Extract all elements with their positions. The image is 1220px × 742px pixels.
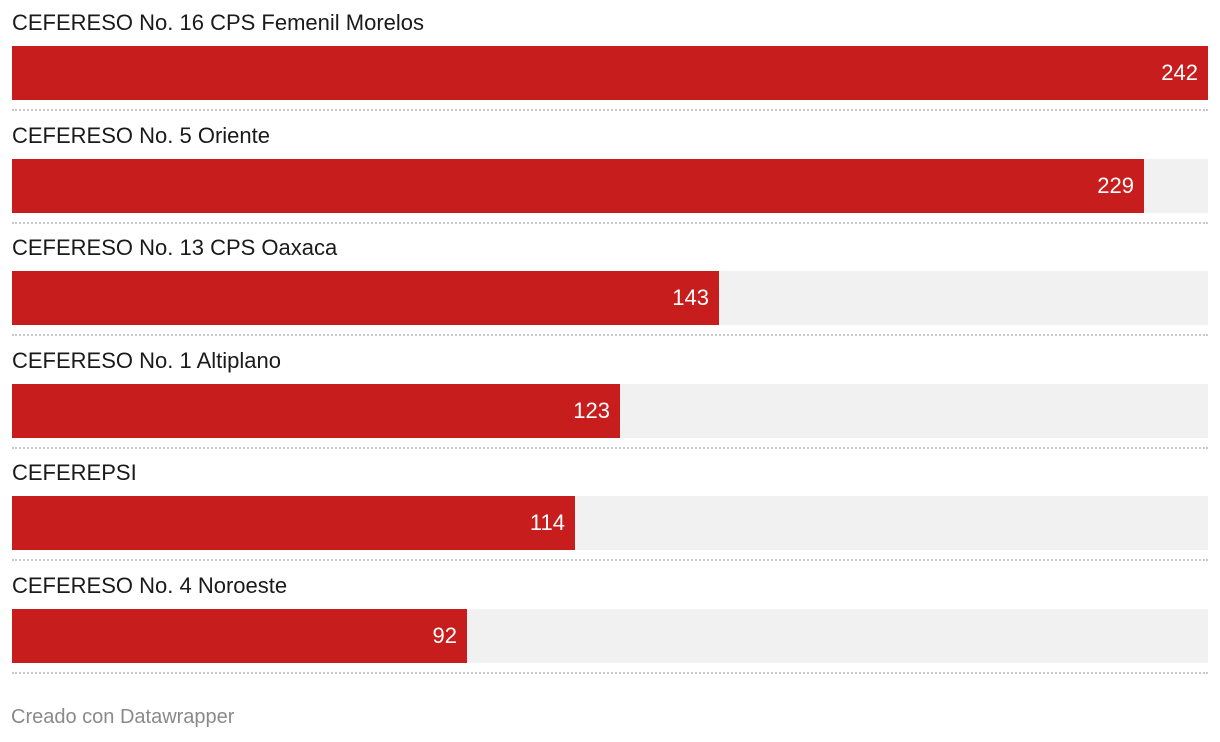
bar: 242 <box>12 46 1208 100</box>
bar-track: 114 <box>12 496 1208 550</box>
row-divider <box>12 559 1208 561</box>
bar-row: CEFERESO No. 1 Altiplano 123 <box>12 338 1208 451</box>
row-divider <box>12 447 1208 449</box>
category-label: CEFERESO No. 1 Altiplano <box>12 348 282 373</box>
bar: 92 <box>12 609 467 663</box>
bar-value-label: 242 <box>1161 60 1198 85</box>
bar: 143 <box>12 271 719 325</box>
bar-row: CEFEREPSI 114 <box>12 450 1208 563</box>
category-label: CEFERESO No. 5 Oriente <box>12 123 270 148</box>
bar-track: 229 <box>12 159 1208 213</box>
bar: 114 <box>12 496 575 550</box>
bar-row: CEFERESO No. 5 Oriente 229 <box>12 113 1208 226</box>
bar-value-label: 229 <box>1097 173 1134 198</box>
row-divider <box>12 109 1208 111</box>
row-divider <box>12 334 1208 336</box>
bar-track: 123 <box>12 384 1208 438</box>
bar-row: CEFERESO No. 16 CPS Femenil Morelos 242 <box>12 0 1208 113</box>
bar-value-label: 114 <box>529 510 565 535</box>
category-label: CEFERESO No. 16 CPS Femenil Morelos <box>12 10 425 35</box>
bar-chart: CEFERESO No. 16 CPS Femenil Morelos 242 CE… <box>12 0 1208 676</box>
bar-track: 143 <box>12 271 1208 325</box>
bar-value-label: 143 <box>672 285 709 310</box>
bar: 123 <box>12 384 620 438</box>
bar-row: CEFERESO No. 4 Noroeste 92 <box>12 563 1208 676</box>
bar-track: 92 <box>12 609 1208 663</box>
category-label: CEFERESO No. 13 CPS Oaxaca <box>12 235 338 260</box>
bar: 229 <box>12 159 1144 213</box>
bar-value-label: 92 <box>432 623 457 648</box>
credit-text: Creado con Datawrapper <box>11 706 235 728</box>
bar-value-label: 123 <box>573 398 610 423</box>
category-label: CEFEREPSI <box>12 460 137 485</box>
category-label: CEFERESO No. 4 Noroeste <box>12 573 288 598</box>
row-divider <box>12 222 1208 224</box>
bar-track: 242 <box>12 46 1208 100</box>
bar-row: CEFERESO No. 13 CPS Oaxaca 143 <box>12 225 1208 338</box>
row-divider <box>12 672 1208 674</box>
